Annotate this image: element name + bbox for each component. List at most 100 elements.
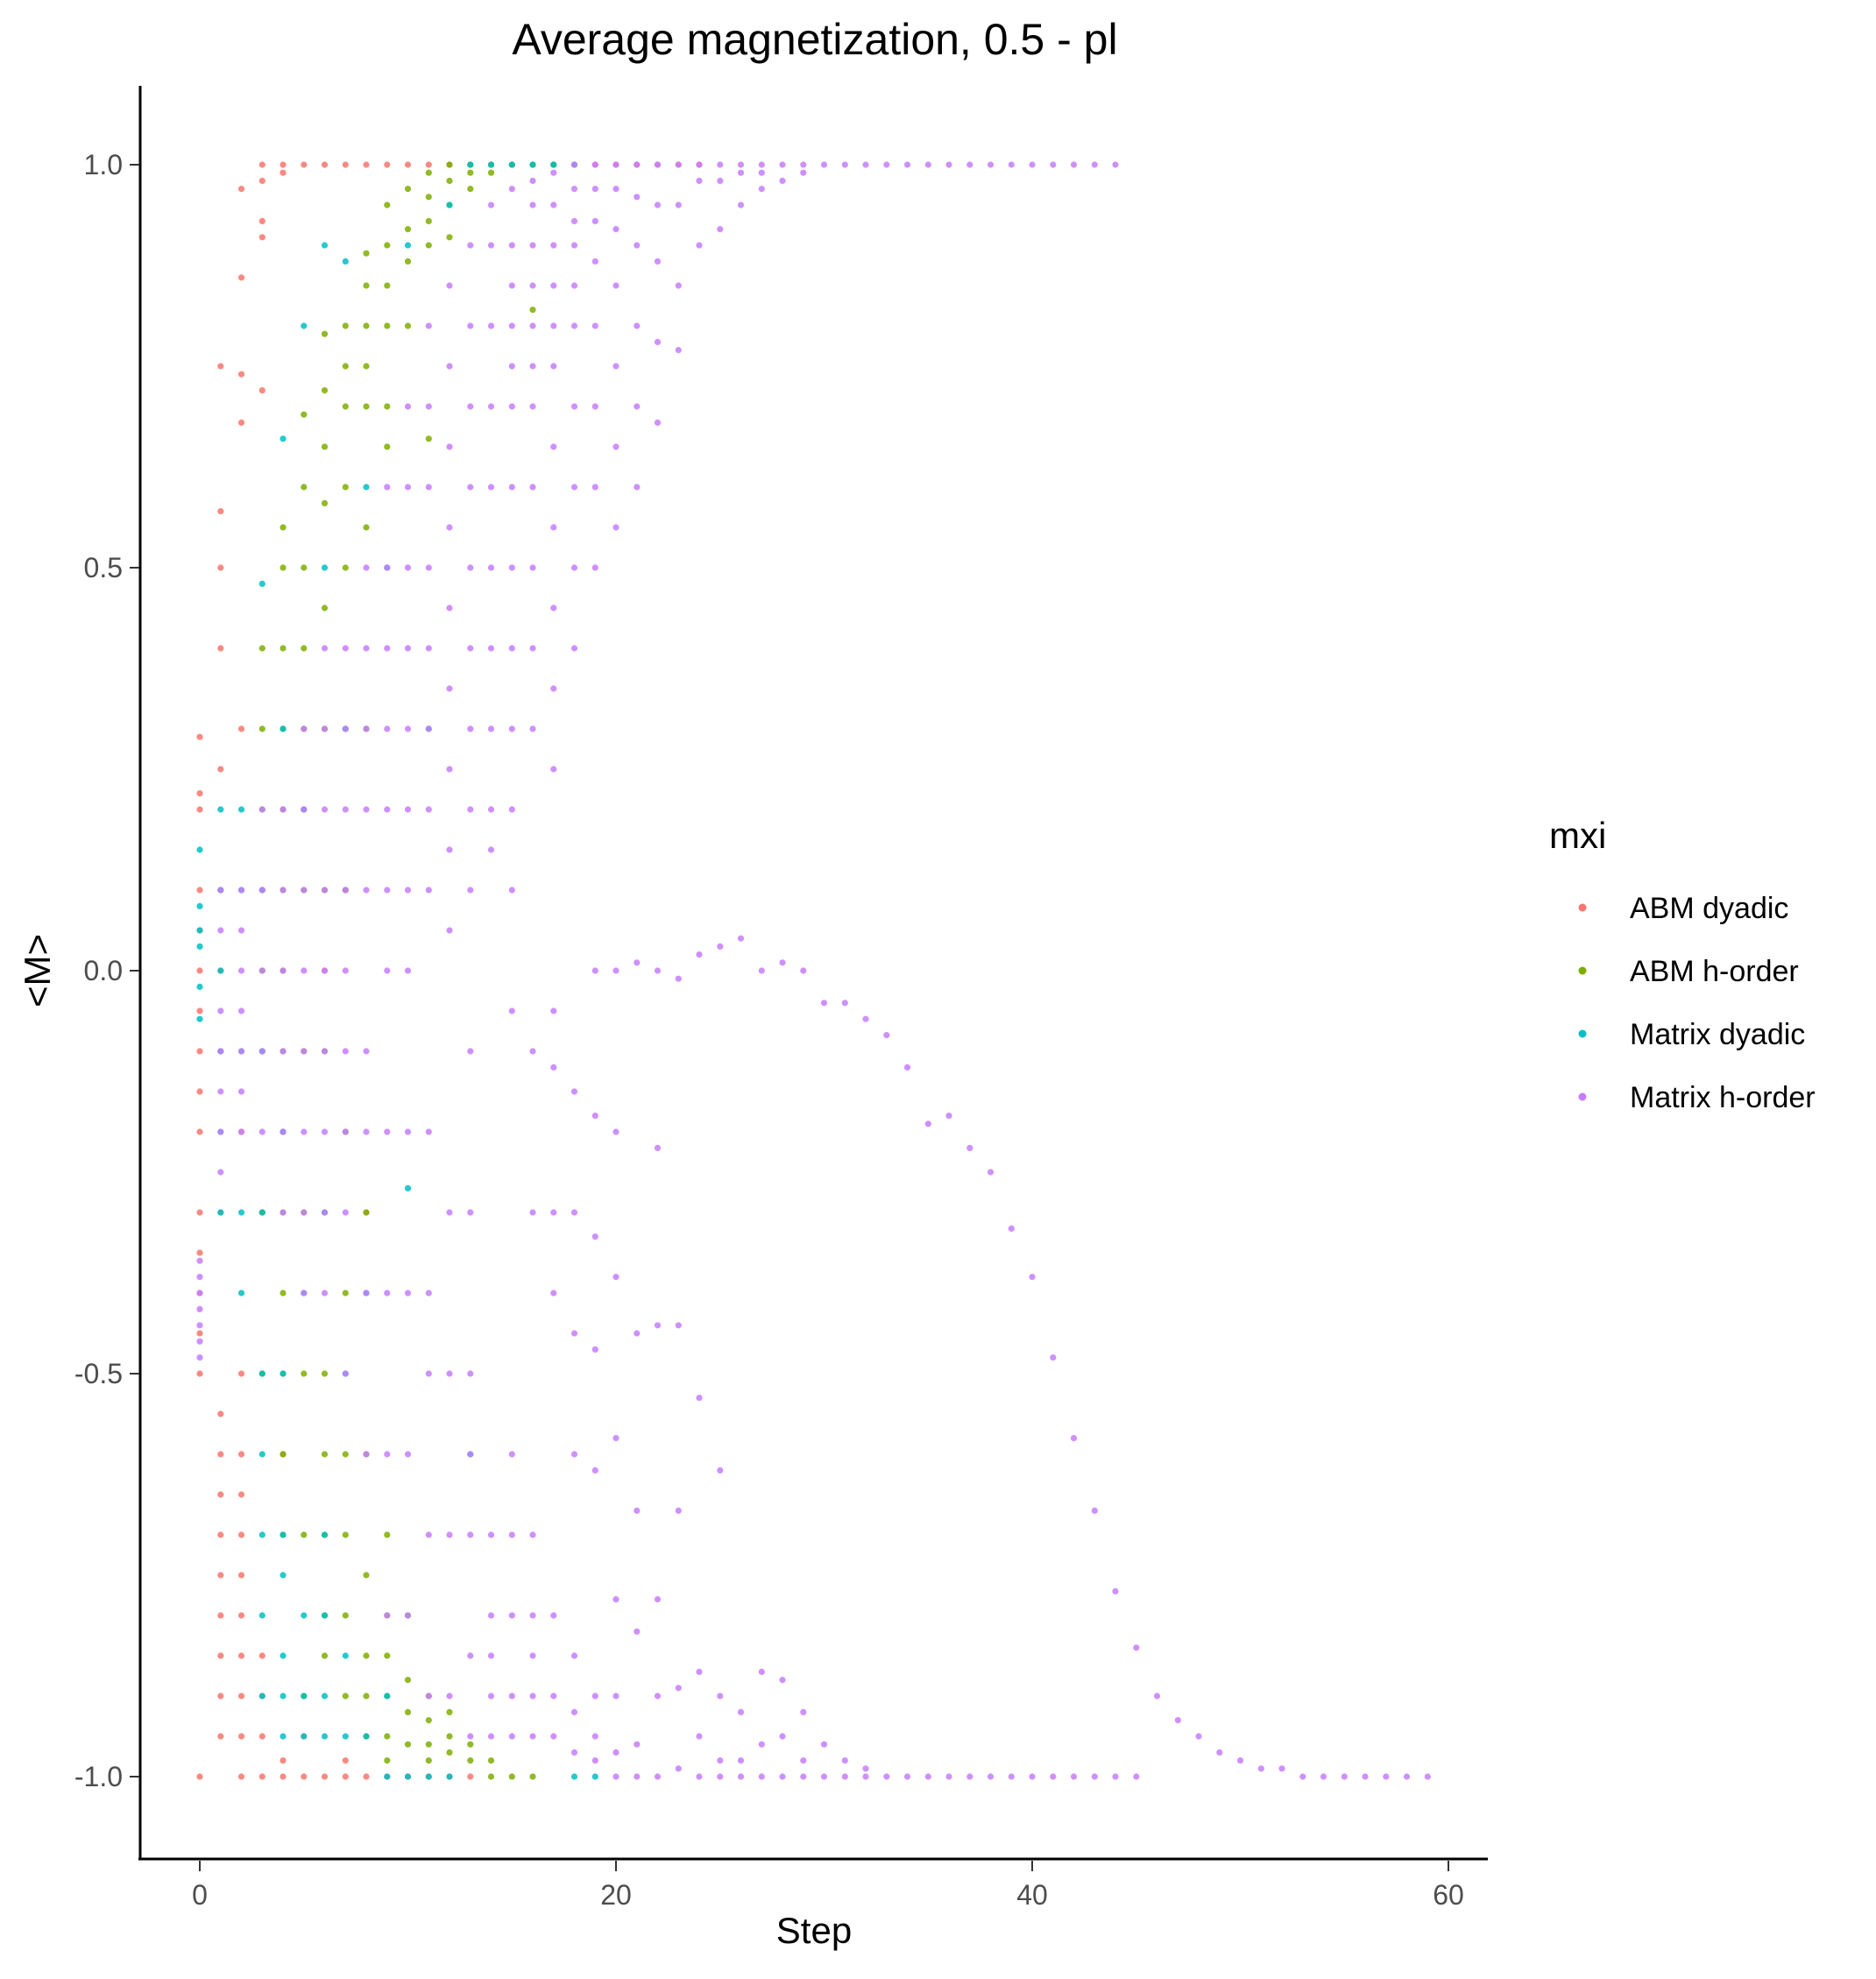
data-point [612, 443, 619, 450]
data-point [404, 645, 412, 652]
data-point [758, 967, 765, 974]
data-point [321, 967, 329, 974]
data-point [696, 1395, 703, 1402]
data-point [467, 887, 474, 894]
data-point [487, 564, 495, 571]
data-point [321, 242, 329, 249]
data-point [384, 484, 391, 491]
data-point [550, 604, 557, 611]
legend-label: ABM dyadic [1630, 892, 1788, 925]
data-point [342, 1652, 349, 1659]
data-point [508, 564, 515, 571]
data-point [446, 1708, 453, 1715]
data-point [612, 226, 619, 233]
data-point [301, 1531, 308, 1538]
y-tick-label: 1.0 [84, 149, 123, 180]
data-point [301, 1370, 308, 1377]
data-point [1070, 1773, 1078, 1780]
data-point [217, 1531, 224, 1538]
data-point [258, 967, 265, 974]
data-point [196, 1257, 203, 1264]
data-point [237, 186, 245, 193]
data-point [550, 766, 557, 773]
data-point [258, 725, 265, 732]
data-point [1029, 1274, 1036, 1281]
data-point [363, 1209, 370, 1216]
data-point [570, 403, 578, 410]
data-point [696, 161, 703, 168]
data-point [237, 1290, 245, 1297]
data-point [196, 1773, 203, 1780]
data-point [717, 177, 724, 184]
data-point [301, 322, 308, 329]
data-point [237, 1572, 245, 1579]
data-point [363, 1773, 370, 1780]
data-point [404, 725, 412, 732]
data-point [404, 258, 412, 265]
series-abm-dyadic [196, 161, 703, 1780]
data-point [425, 1290, 432, 1297]
data-point [570, 282, 578, 289]
legend-item: Matrix dyadic [1578, 1018, 1805, 1051]
data-point [425, 725, 432, 732]
legend-key [1578, 966, 1587, 975]
data-point [841, 1773, 848, 1780]
data-point [384, 322, 391, 329]
data-point [217, 1612, 224, 1619]
data-point [779, 161, 786, 168]
data-point [612, 967, 619, 974]
data-point [841, 161, 848, 168]
data-point [258, 1370, 265, 1377]
data-point [758, 1668, 765, 1675]
data-point [570, 564, 578, 571]
data-point [258, 217, 265, 224]
data-point [363, 1128, 370, 1135]
data-point [717, 1757, 724, 1764]
data-point [467, 645, 474, 652]
data-point [217, 1048, 224, 1055]
data-point [258, 1451, 265, 1458]
data-point [217, 1491, 224, 1498]
data-point [342, 1531, 349, 1538]
data-point [258, 1048, 265, 1055]
data-point [425, 242, 432, 249]
data-point [696, 1668, 703, 1675]
data-point [237, 806, 245, 813]
data-point [467, 403, 474, 410]
data-point [1299, 1773, 1306, 1780]
data-point [675, 161, 682, 168]
data-point [237, 967, 245, 974]
data-point [217, 1128, 224, 1135]
data-point [280, 1290, 287, 1297]
data-point [301, 564, 308, 571]
data-point [217, 564, 224, 571]
data-point [280, 1531, 287, 1538]
data-point [363, 1451, 370, 1458]
data-point [570, 242, 578, 249]
data-point [280, 1773, 287, 1780]
x-tick-label: 20 [600, 1879, 632, 1911]
data-point [591, 484, 598, 491]
data-point [237, 1612, 245, 1619]
data-point [258, 580, 265, 588]
data-point [258, 1128, 265, 1135]
data-point [987, 1773, 995, 1780]
data-point [717, 1773, 724, 1780]
data-point [529, 161, 536, 168]
legend-label: Matrix dyadic [1630, 1018, 1805, 1051]
data-point [425, 887, 432, 894]
data-point [321, 1733, 329, 1740]
series-matrix-h-order [196, 161, 1431, 1780]
data-point [217, 508, 224, 515]
data-point [217, 766, 224, 773]
data-point [258, 387, 265, 394]
data-point [654, 1693, 662, 1700]
data-point [487, 403, 495, 410]
data-point [363, 1290, 370, 1297]
data-point [591, 1467, 598, 1474]
data-point [467, 1531, 474, 1538]
data-point [529, 725, 536, 732]
data-point [384, 564, 391, 571]
x-axis-ticks: 0 20 40 60 [192, 1861, 1464, 1911]
points-layer [196, 161, 1431, 1780]
